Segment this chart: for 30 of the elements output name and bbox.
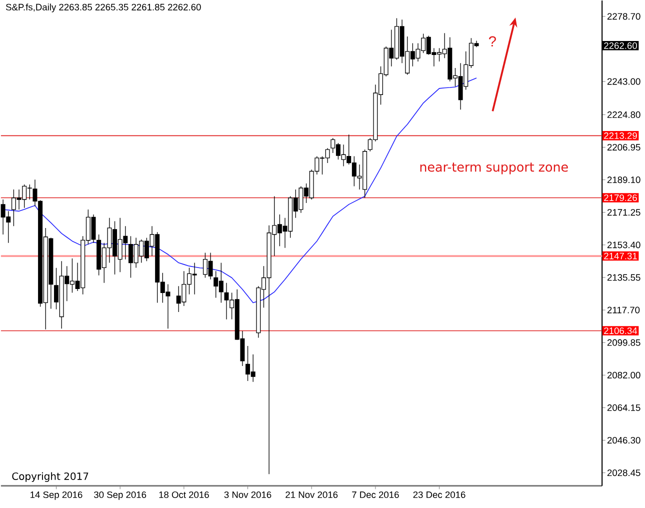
y-tick-label: 2028.45 <box>607 470 640 476</box>
x-tick-label: 3 Nov 2016 <box>224 492 272 498</box>
y-tick-label: 2278.70 <box>607 13 640 20</box>
y-tick-label: 2206.95 <box>607 144 640 151</box>
x-tick-label: 18 Oct 2016 <box>159 492 209 498</box>
chart-title: S&P.fs,Daily 2263.85 2265.35 2261.85 2262.60 <box>6 4 201 12</box>
y-tick-label: 2153.40 <box>607 242 640 248</box>
x-tick-label: 7 Dec 2016 <box>352 492 399 498</box>
annotation: Copyright 2017 <box>12 472 88 482</box>
ref-line-label: 2147.31 <box>604 252 637 260</box>
y-tick-label: 2171.25 <box>607 209 640 216</box>
ref-line-label: 2179.26 <box>604 194 637 202</box>
ref-line-label: 2106.34 <box>604 328 638 334</box>
y-tick-label: 2082.00 <box>607 372 640 379</box>
text: 2262.60 <box>604 42 637 50</box>
x-tick-label: 30 Sep 2016 <box>94 492 146 500</box>
y-tick-label: 2189.10 <box>607 176 640 184</box>
y-tick-label: 2224.80 <box>607 112 640 118</box>
y-tick-label: 2243.00 <box>607 78 640 85</box>
y-tick-label: 2135.55 <box>607 274 640 281</box>
y-tick-label: 2046.30 <box>607 437 640 444</box>
x-tick-label: 21 Nov 2016 <box>286 492 338 498</box>
x-tick-label: 14 Sep 2016 <box>30 492 82 500</box>
x-tick-label: 23 Dec 2016 <box>413 492 466 498</box>
text: ? <box>488 36 496 47</box>
y-tick-label: 2064.15 <box>607 404 640 412</box>
y-tick-label: 2117.70 <box>607 306 640 314</box>
y-tick-label: 2099.85 <box>607 339 640 346</box>
annotation: near-term support zone <box>420 162 568 174</box>
ref-line-label: 2213.29 <box>604 132 637 140</box>
